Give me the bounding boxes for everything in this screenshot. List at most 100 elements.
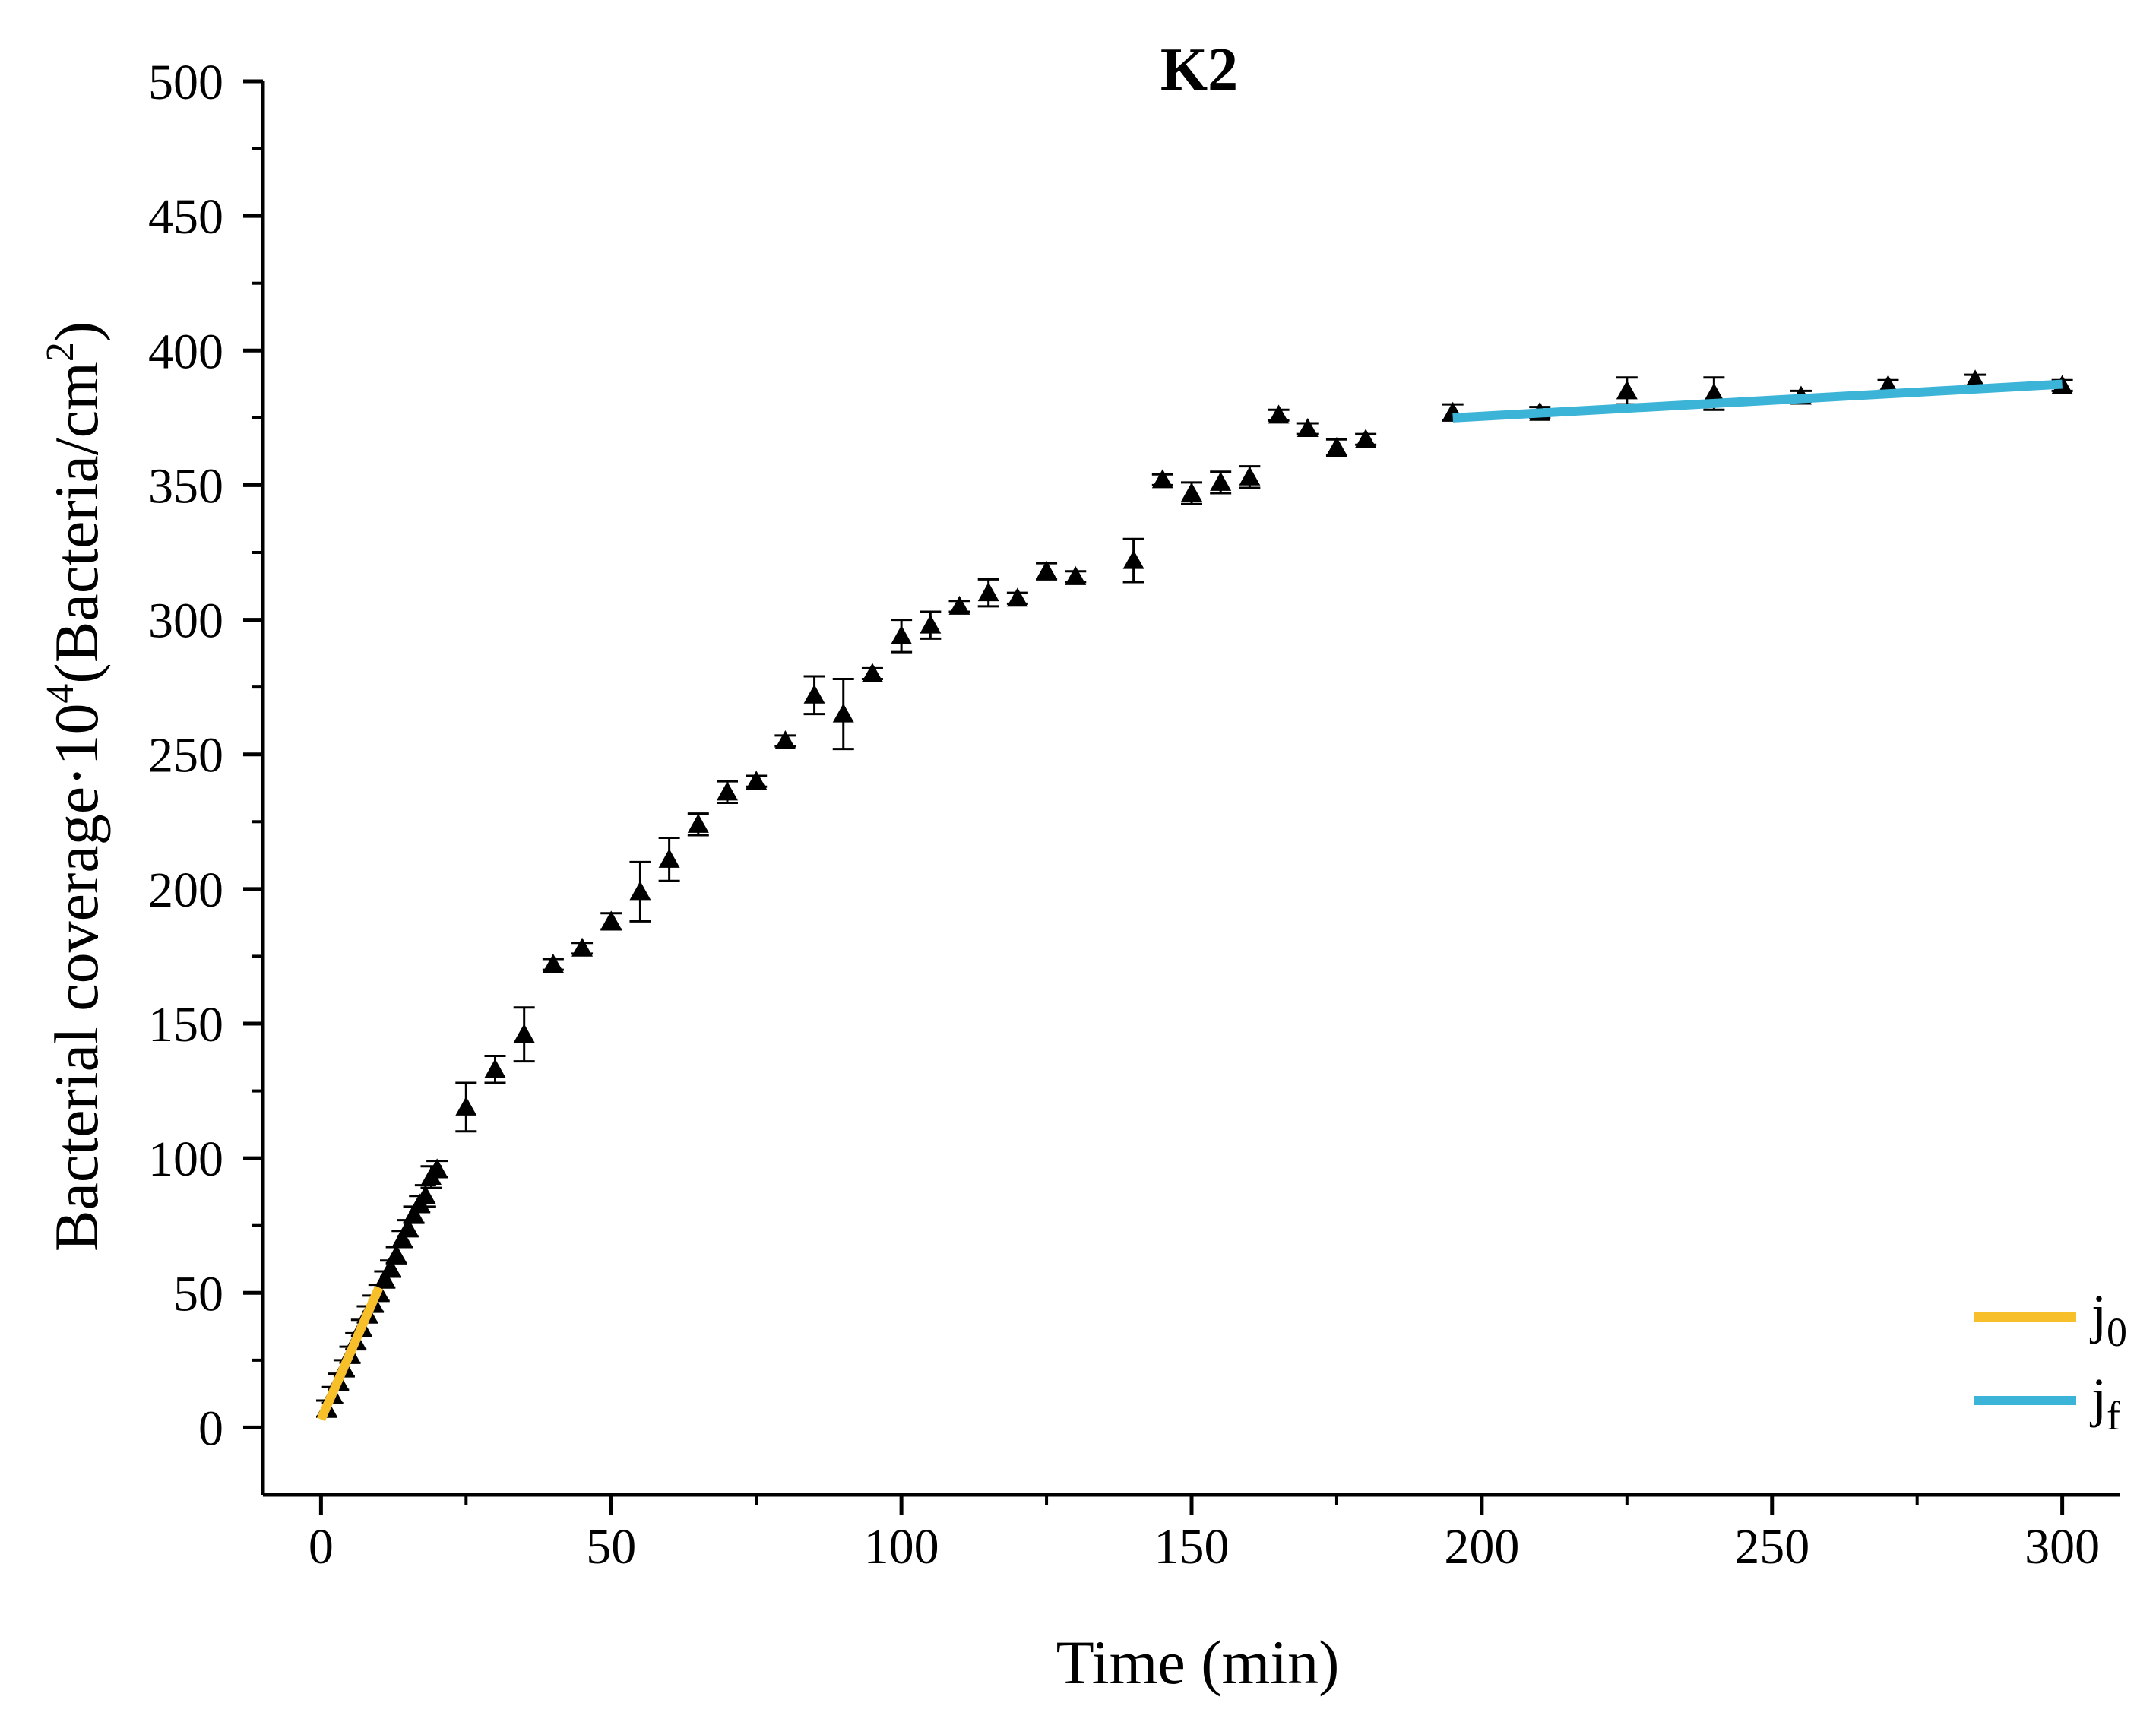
- data-point: [1065, 565, 1087, 585]
- data-point: [1210, 470, 1232, 495]
- triangle-marker: [1181, 483, 1202, 502]
- y-axis-label-middle: (Bacteria/cm: [42, 362, 111, 683]
- triangle-marker: [403, 1204, 425, 1223]
- data-point: [1616, 376, 1638, 406]
- fit-line-j0: [316, 1285, 384, 1422]
- triangle-marker: [658, 848, 680, 868]
- x-tick-label: 50: [586, 1519, 636, 1575]
- legend-label-j0: j0: [2089, 1284, 2127, 1355]
- triangle-marker: [484, 1059, 506, 1078]
- triangle-marker: [774, 730, 796, 749]
- triangle-marker: [380, 1258, 402, 1277]
- fit-line-jf: [1452, 379, 2063, 423]
- legend-label-jf: jf: [2089, 1367, 2120, 1439]
- data-point: [746, 771, 768, 790]
- triangle-marker: [1296, 418, 1319, 438]
- triangle-marker: [948, 595, 970, 615]
- data-point: [658, 837, 680, 882]
- triangle-marker: [803, 684, 825, 704]
- y-tick-label: 0: [198, 1401, 223, 1456]
- data-point: [1006, 587, 1028, 607]
- data-point: [1122, 537, 1144, 584]
- triangle-marker: [1268, 404, 1290, 424]
- data-point: [1181, 481, 1202, 505]
- x-tick-label: 0: [309, 1519, 334, 1575]
- y-axis-ticks: 0 50 100 150 200 250 300 350 400 450 500: [148, 55, 263, 1456]
- triangle-marker: [1964, 369, 1987, 389]
- data-point: [977, 578, 999, 608]
- data-point: [803, 675, 825, 716]
- data-point: [1036, 560, 1058, 581]
- data-point: [513, 1006, 535, 1063]
- triangle-marker: [1703, 382, 1725, 402]
- data-point: [861, 663, 883, 682]
- triangle-marker: [832, 703, 854, 723]
- y-tick-label: 300: [148, 594, 223, 649]
- data-point: [717, 780, 738, 804]
- y-tick-label: 50: [173, 1266, 223, 1322]
- triangle-marker: [600, 910, 622, 930]
- data-point: [455, 1081, 477, 1133]
- x-tick-label: 150: [1154, 1519, 1230, 1575]
- triangle-marker: [513, 1024, 535, 1043]
- triangle-marker: [1006, 587, 1028, 607]
- data-point: [1325, 436, 1347, 457]
- triangle-marker: [1122, 549, 1144, 569]
- data-point: [948, 595, 970, 615]
- x-tick-label: 100: [864, 1519, 939, 1575]
- triangle-marker: [414, 1185, 436, 1204]
- triangle-marker: [1239, 466, 1261, 486]
- triangle-marker: [717, 781, 738, 801]
- data-point: [1355, 429, 1377, 448]
- y-axis-label-end: ): [42, 321, 111, 342]
- y-axis-label-exponent-1: 4: [39, 684, 82, 704]
- data-point: [891, 619, 913, 654]
- y-axis-label-exponent-2: 2: [39, 342, 82, 362]
- triangle-marker: [977, 582, 999, 602]
- data-point: [1296, 418, 1319, 438]
- triangle-marker: [1210, 471, 1232, 491]
- data-point: [426, 1158, 448, 1179]
- y-tick-label: 450: [148, 189, 223, 245]
- triangle-marker: [1036, 560, 1058, 580]
- data-point: [687, 812, 709, 837]
- triangle-marker: [1151, 469, 1173, 489]
- triangle-marker: [629, 881, 651, 901]
- x-axis-ticks: 0 50 100 150 200 250 300: [309, 1495, 2100, 1575]
- data-point: [774, 730, 796, 749]
- x-tick-label: 250: [1734, 1519, 1809, 1575]
- data-point: [484, 1055, 506, 1084]
- y-tick-label: 200: [148, 863, 223, 918]
- chart-title: K2: [1160, 36, 1238, 103]
- y-tick-label: 150: [148, 997, 223, 1053]
- triangle-marker: [374, 1268, 396, 1288]
- y-tick-label: 250: [148, 728, 223, 783]
- x-tick-label: 300: [2025, 1519, 2100, 1575]
- y-axis-label: Bacterial coverage·104(Bacteria/cm2): [39, 321, 111, 1252]
- data-point: [600, 910, 622, 931]
- triangle-marker: [542, 954, 564, 973]
- y-tick-label: 500: [148, 55, 223, 110]
- plot-area: [316, 369, 2073, 1422]
- triangle-marker: [687, 813, 709, 833]
- data-point: [629, 860, 651, 923]
- triangle-marker: [385, 1244, 407, 1264]
- triangle-marker: [1065, 565, 1087, 585]
- triangle-marker: [1355, 429, 1377, 448]
- legend: j0 jf: [1974, 1284, 2127, 1439]
- triangle-marker: [861, 663, 883, 682]
- data-point: [832, 678, 854, 751]
- triangle-marker: [426, 1158, 448, 1178]
- triangle-marker: [391, 1228, 413, 1248]
- triangle-marker: [1616, 380, 1638, 400]
- triangle-marker: [397, 1217, 419, 1237]
- y-tick-label: 350: [148, 458, 223, 514]
- triangle-marker: [891, 625, 913, 644]
- legend-entry-j0: j0: [1974, 1284, 2127, 1355]
- x-axis-label: Time (min): [1056, 1628, 1340, 1697]
- data-point: [1239, 465, 1261, 489]
- triangle-marker: [455, 1096, 477, 1116]
- data-point: [1268, 404, 1290, 424]
- data-point: [571, 937, 594, 957]
